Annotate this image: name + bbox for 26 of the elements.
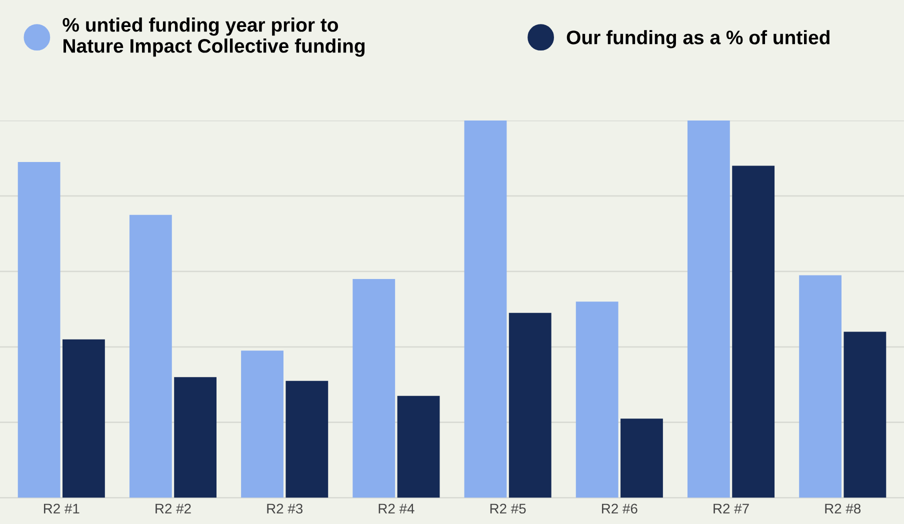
x-tick-label: R2 #4 — [378, 504, 414, 514]
bar — [576, 302, 618, 498]
bar — [844, 332, 886, 498]
bar — [18, 162, 60, 498]
bar — [620, 418, 663, 498]
bar — [464, 120, 507, 498]
x-tick-label: R2 #5 — [490, 504, 526, 514]
bar — [799, 275, 842, 498]
x-tick-label: R2 #1 — [44, 504, 80, 514]
bar — [174, 377, 217, 498]
bar — [397, 396, 440, 498]
legend-label: % untied funding year prior to Nature Impact Collective funding — [62, 18, 365, 57]
bar — [352, 278, 396, 498]
x-tick-label: R2 #8 — [825, 504, 861, 514]
x-tick-label: R2 #3 — [267, 504, 303, 514]
x-tick-label: R2 #6 — [602, 504, 638, 514]
x-tick-label: R2 #2 — [156, 504, 191, 514]
x-tick-label: R2 #7 — [714, 504, 749, 514]
bar — [732, 166, 775, 498]
bar — [687, 120, 730, 498]
bar — [508, 312, 552, 498]
bar — [62, 339, 105, 498]
legend-label: Our funding as a % of untied — [566, 30, 830, 48]
bar — [286, 380, 328, 498]
bar — [129, 214, 172, 498]
bar — [241, 350, 284, 498]
